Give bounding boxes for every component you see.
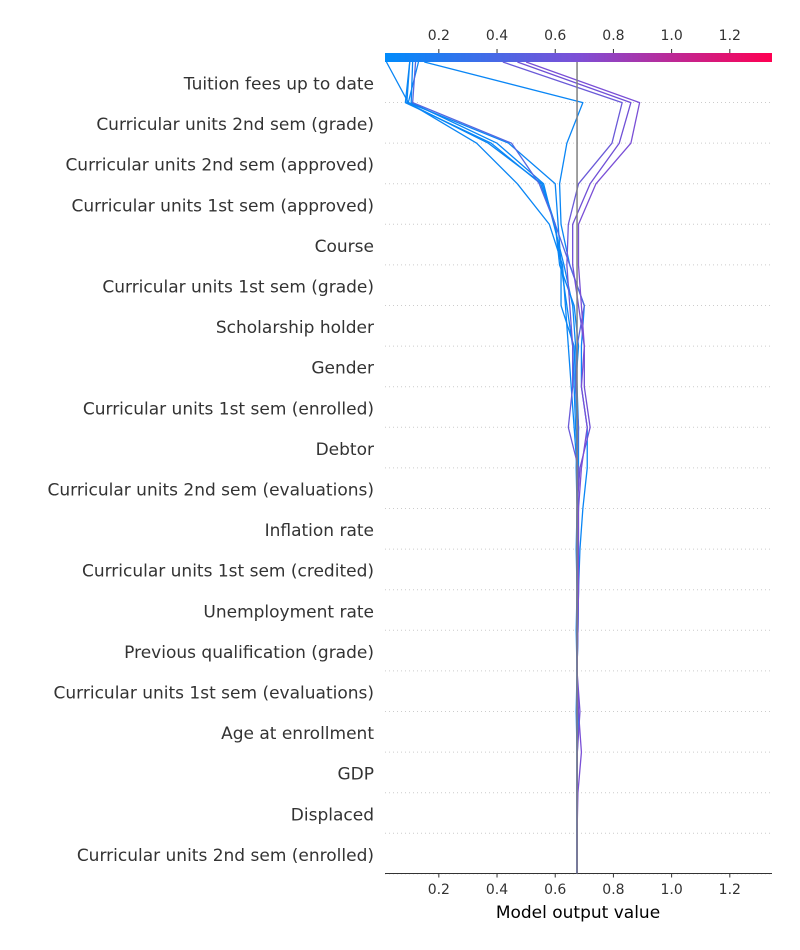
feature-label: Age at enrollment bbox=[221, 724, 374, 744]
colorbar-gradient bbox=[385, 53, 772, 62]
feature-label: Scholarship holder bbox=[216, 318, 374, 338]
feature-label: Debtor bbox=[316, 440, 374, 460]
colorbar-tick-label: 1.0 bbox=[660, 28, 682, 44]
x-axis-title: Model output value bbox=[496, 903, 660, 923]
colorbar-tick-label: 1.2 bbox=[719, 28, 741, 44]
feature-label: Inflation rate bbox=[265, 521, 374, 541]
feature-label: GDP bbox=[337, 765, 374, 785]
decision-line bbox=[407, 62, 579, 874]
feature-label: Curricular units 1st sem (enrolled) bbox=[83, 399, 374, 419]
feature-label: Curricular units 1st sem (approved) bbox=[71, 196, 374, 216]
feature-label: Curricular units 2nd sem (approved) bbox=[65, 156, 374, 176]
feature-label: Curricular units 1st sem (grade) bbox=[102, 278, 374, 298]
feature-label: Gender bbox=[311, 359, 374, 379]
colorbar bbox=[385, 53, 772, 62]
feature-label: Tuition fees up to date bbox=[183, 75, 374, 95]
colorbar-tick-label: 0.8 bbox=[602, 28, 624, 44]
feature-label: Course bbox=[315, 237, 374, 257]
x-axis-ticks: 0.2 0.4 0.6 0.8 1.0 1.2 bbox=[428, 874, 741, 899]
feature-label: Curricular units 2nd sem (grade) bbox=[96, 115, 374, 135]
feature-label: Curricular units 2nd sem (enrolled) bbox=[77, 846, 374, 866]
feature-label: Previous qualification (grade) bbox=[124, 643, 374, 663]
feature-label: Unemployment rate bbox=[203, 602, 374, 622]
colorbar-tick-label: 0.6 bbox=[544, 28, 566, 44]
x-tick-label: 1.2 bbox=[719, 882, 741, 898]
colorbar-tick-label: 0.4 bbox=[486, 28, 508, 44]
decision-line bbox=[503, 62, 622, 874]
x-tick-label: 0.6 bbox=[544, 882, 566, 898]
feature-label: Curricular units 2nd sem (evaluations) bbox=[47, 481, 374, 501]
decision-line bbox=[413, 62, 585, 874]
colorbar-tick-label: 0.2 bbox=[428, 28, 450, 44]
x-tick-label: 0.4 bbox=[486, 882, 508, 898]
feature-label: Curricular units 1st sem (credited) bbox=[82, 562, 374, 582]
feature-labels: Tuition fees up to date Curricular units … bbox=[47, 75, 374, 866]
feature-label: Curricular units 1st sem (evaluations) bbox=[54, 684, 374, 704]
colorbar-ticks: 0.2 0.4 0.6 0.8 1.0 1.2 bbox=[428, 28, 741, 53]
feature-label: Displaced bbox=[291, 805, 374, 825]
x-tick-label: 1.0 bbox=[660, 882, 682, 898]
x-tick-label: 0.8 bbox=[602, 882, 624, 898]
decision-line bbox=[405, 62, 578, 874]
x-tick-label: 0.2 bbox=[428, 882, 450, 898]
